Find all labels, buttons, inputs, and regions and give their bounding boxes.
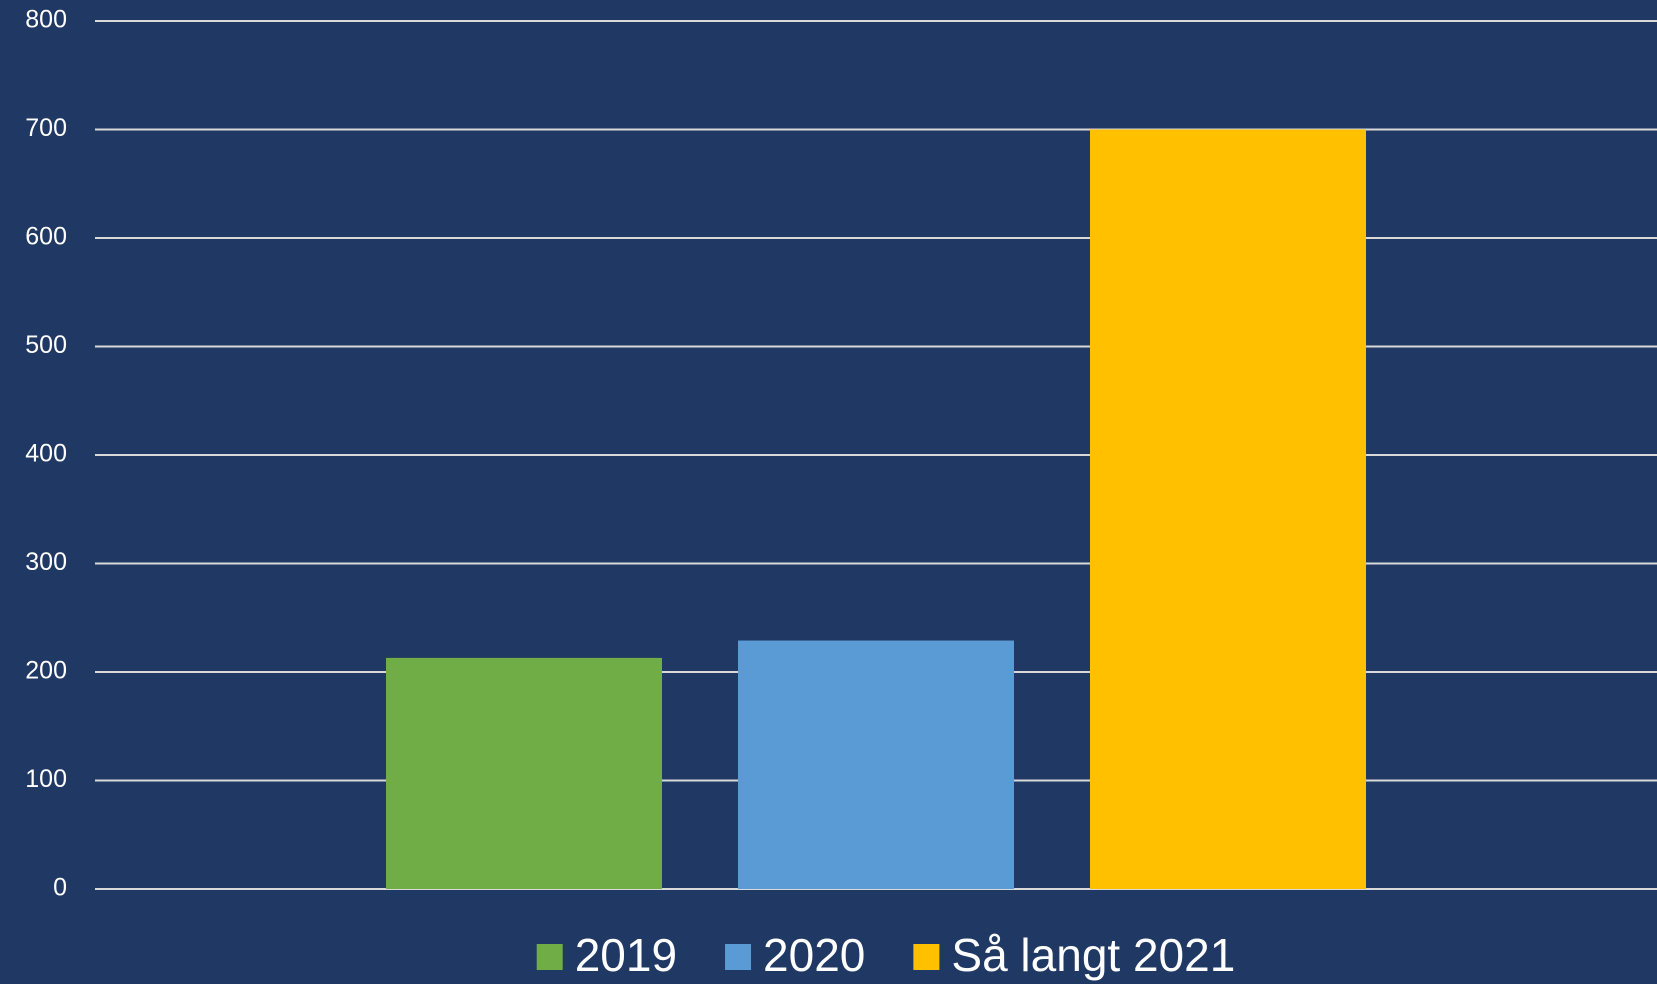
legend: 2019 2020 Så langt 2021	[536, 929, 1235, 981]
y-tick-label: 100	[25, 765, 67, 793]
y-tick-label: 300	[25, 548, 67, 576]
bar	[738, 640, 1014, 889]
bar	[386, 657, 662, 889]
legend-swatch	[725, 944, 752, 970]
legend-label: Så langt 2021	[951, 929, 1235, 981]
legend-label: 2020	[763, 929, 865, 981]
y-tick-label: 400	[25, 440, 67, 468]
y-tick-label: 800	[25, 6, 67, 34]
legend-swatch	[536, 944, 563, 970]
bar	[1090, 129, 1366, 889]
y-tick-label: 500	[25, 331, 67, 359]
y-tick-label: 0	[53, 874, 67, 902]
legend-label: 2019	[575, 929, 677, 981]
legend-swatch	[913, 944, 940, 970]
y-tick-label: 200	[25, 657, 67, 685]
y-tick-label: 600	[25, 223, 67, 251]
y-tick-label: 700	[25, 114, 67, 142]
